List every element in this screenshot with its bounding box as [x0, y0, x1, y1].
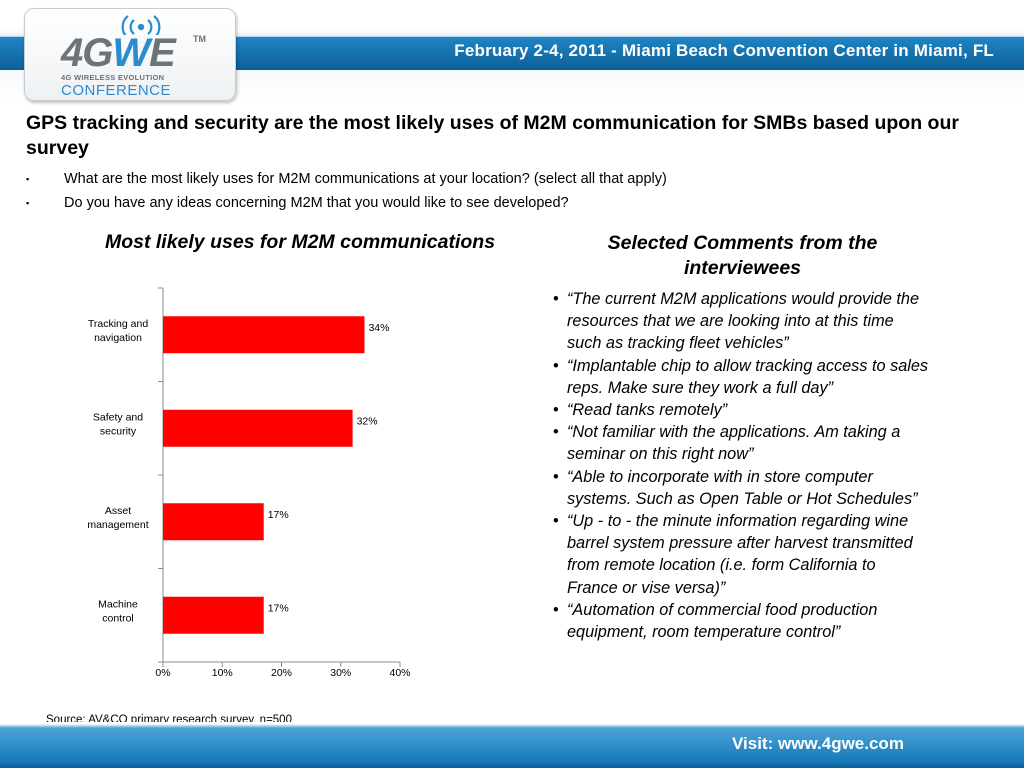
bullet-text: What are the most likely uses for M2M co… [64, 171, 667, 187]
data-label: 32% [357, 415, 378, 427]
comment-item: • “Read tanks remotely” [549, 399, 929, 421]
signal-waves-icon [121, 15, 161, 35]
comment-item: • “Not familiar with the applications. Am… [549, 421, 929, 465]
comment-item: • “Automation of commercial food producti… [549, 599, 929, 643]
bullet-dot-icon: • [553, 512, 559, 531]
category-label: Asset management [87, 505, 148, 531]
comment-item: • “Able to incorporate with in store comp… [549, 466, 929, 510]
logo-wordmark: 4GWE [61, 31, 176, 75]
comment-text: “Read tanks remotely” [567, 401, 728, 420]
comments-list: • “The current M2M applications would pro… [549, 288, 929, 643]
logo-conference: CONFERENCE [61, 82, 172, 99]
comment-item: • “Up - to - the minute information regar… [549, 510, 929, 599]
comment-text: “Implantable chip to allow tracking acce… [567, 356, 929, 397]
tick-label: 30% [330, 667, 351, 679]
comment-text: “Up - to - the minute information regard… [567, 512, 913, 597]
event-info: February 2-4, 2011 - Miami Beach Convent… [454, 41, 994, 60]
bar [163, 596, 264, 634]
bullet-dot-icon: • [553, 467, 559, 486]
data-label: 17% [268, 602, 289, 614]
bullet-dot-icon: • [553, 356, 559, 375]
conference-logo: 4GWE TM 4G WIRELESS EVOLUTION CONFERENCE [24, 8, 236, 101]
comment-item: • “The current M2M applications would pro… [549, 288, 929, 355]
bar [163, 503, 264, 541]
logo-trademark: TM [193, 34, 206, 44]
bullet-dot-icon: • [553, 423, 559, 442]
bullet-icon: ▪ [26, 174, 30, 184]
category-label: Machine control [98, 598, 138, 624]
category-label: Safety and security [93, 411, 143, 437]
logo-subtitle: 4G WIRELESS EVOLUTION [61, 73, 165, 82]
tick-label: 40% [389, 667, 410, 679]
data-label: 34% [368, 322, 389, 334]
bullet-dot-icon: • [553, 290, 559, 308]
comments-title: Selected Comments from the interviewees [607, 232, 878, 279]
bullet-text: Do you have any ideas concerning M2M tha… [64, 195, 569, 211]
bar [163, 316, 365, 354]
bar [163, 409, 353, 447]
category-label: Tracking and navigation [88, 318, 148, 344]
comment-text: “Not familiar with the applications. Am … [567, 423, 901, 464]
footer-bar [0, 722, 1024, 768]
bullet-icon: ▪ [26, 198, 30, 208]
comment-text: “Automation of commercial food productio… [567, 600, 878, 642]
comment-item: • “Implantable chip to allow tracking acc… [549, 355, 929, 399]
data-label: 17% [268, 509, 289, 521]
bullet-dot-icon: • [553, 401, 559, 420]
comment-text: “The current M2M applications would prov… [567, 290, 920, 353]
footer-link[interactable]: Visit: www.4gwe.com [732, 734, 904, 753]
chart-title: Most likely uses for M2M communications [104, 231, 496, 253]
tick-label: 20% [271, 667, 292, 679]
page-title: GPS tracking and security are the most l… [26, 112, 959, 159]
comment-text: “Able to incorporate with in store compu… [567, 467, 918, 508]
bar-chart: 0% 10% 20% 30% 40% 34% Tracking and navigation 3… [87, 287, 411, 679]
tick-label: 10% [212, 667, 233, 679]
tick-label: 0% [155, 667, 170, 679]
bullet-dot-icon: • [553, 600, 559, 619]
